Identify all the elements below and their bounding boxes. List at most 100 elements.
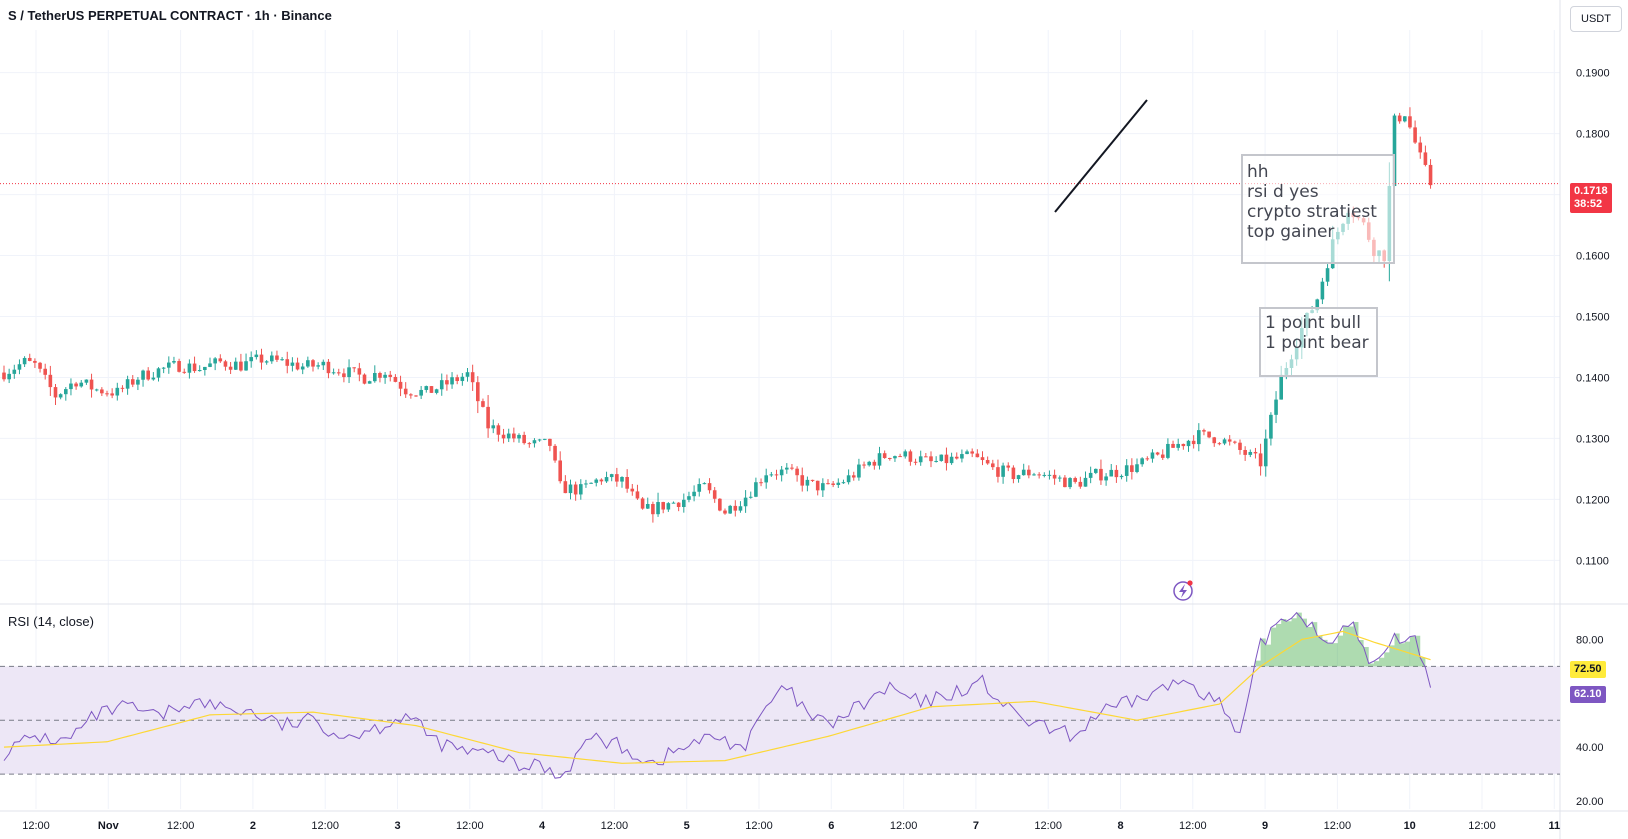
candle-body	[275, 355, 279, 360]
candle-body	[671, 502, 676, 504]
candle-body	[53, 387, 58, 398]
candle-body	[599, 479, 604, 482]
price-tick-label: 0.1900	[1576, 68, 1610, 80]
candle-body	[115, 387, 120, 396]
rsi-ma-tag: 72.50	[1570, 661, 1606, 678]
time-tick-label: 12:00	[601, 820, 629, 832]
candle-body	[826, 483, 830, 485]
candle-body	[785, 467, 789, 470]
candle-body	[1202, 430, 1206, 432]
note-box-points[interactable]: 1 point bull 1 point bear	[1259, 307, 1378, 377]
candle-body	[110, 393, 114, 396]
current-price-tag: 0.1718 38:52	[1570, 183, 1612, 213]
candle-body	[1176, 443, 1180, 448]
candle-body	[728, 505, 732, 514]
candle-body	[1016, 475, 1021, 480]
rsi-indicator-label[interactable]: RSI (14, close)	[8, 614, 94, 629]
time-tick-label: 7	[973, 820, 979, 832]
candle-body	[1258, 453, 1263, 467]
note-line: hh	[1247, 162, 1269, 182]
candle-body	[1325, 268, 1330, 282]
candle-body	[589, 482, 593, 484]
candle-body	[800, 475, 805, 486]
candle-body	[1392, 115, 1397, 187]
rsi-ma-line	[3, 630, 1431, 764]
price-tick-label: 0.1300	[1576, 433, 1610, 445]
candle-body	[738, 506, 743, 511]
candle-body	[635, 491, 640, 499]
candle-body	[352, 367, 356, 369]
candle-body	[913, 461, 918, 463]
time-tick-label: 12:00	[890, 820, 918, 832]
candle-body	[187, 363, 192, 373]
candle-body	[481, 401, 485, 407]
rsi-band	[0, 665, 1560, 775]
candle-body	[1073, 478, 1077, 482]
candle-body	[218, 358, 223, 362]
candle-body	[934, 460, 938, 462]
candle-body	[1088, 472, 1093, 478]
candle-body	[450, 377, 454, 385]
candle-body	[244, 361, 248, 371]
price-tick-label: 0.1500	[1576, 312, 1610, 324]
candle-body	[1217, 443, 1222, 445]
candle-body	[810, 479, 815, 481]
candle-body	[898, 456, 902, 458]
candle-body	[944, 454, 949, 464]
time-tick-label: 12:00	[1324, 820, 1352, 832]
candle-body	[254, 354, 259, 358]
candle-body	[409, 394, 413, 396]
note-line: crypto stratiest	[1247, 202, 1377, 222]
candle-body	[100, 389, 104, 394]
candle-body	[872, 461, 877, 466]
candle-body	[584, 483, 588, 485]
currency-selector[interactable]: USDT	[1570, 6, 1622, 32]
candle-body	[537, 439, 542, 441]
time-tick-label: 12:00	[745, 820, 773, 832]
candle-body	[1119, 475, 1124, 478]
candle-body	[893, 456, 897, 459]
candle-body	[1279, 374, 1283, 400]
candle-body	[754, 482, 758, 497]
candle-body	[43, 368, 47, 375]
price-tick-label: 0.1200	[1576, 494, 1610, 506]
candle-body	[815, 480, 820, 491]
drawings[interactable]	[1054, 99, 1193, 601]
candle-body	[615, 474, 619, 482]
candle-body	[645, 504, 650, 509]
candle-body	[429, 386, 434, 393]
candle-body	[929, 456, 933, 462]
candle-body	[208, 363, 212, 367]
time-tick-label: 12:00	[1468, 820, 1496, 832]
candle-body	[1099, 468, 1103, 481]
symbol-title[interactable]: S / TetherUS PERPETUAL CONTRACT · 1h · B…	[8, 8, 332, 23]
price-tick-label: 0.1400	[1576, 372, 1610, 384]
candle-body	[1212, 437, 1217, 444]
candle-body	[651, 504, 655, 515]
candle-body	[676, 502, 681, 508]
candle-body	[17, 364, 22, 370]
candle-body	[501, 434, 506, 439]
candle-body	[1186, 440, 1191, 447]
candle-body	[1320, 281, 1325, 300]
candle-body	[743, 497, 748, 507]
note-box-hh[interactable]: hh rsi d yes crypto stratiest top gainer	[1241, 154, 1395, 264]
candle-body	[1155, 452, 1160, 455]
candle-body	[455, 377, 459, 382]
candle-body	[821, 483, 825, 491]
candle-body	[656, 502, 660, 515]
candle-body	[697, 484, 702, 492]
candle-body	[718, 498, 722, 511]
candle-body	[280, 359, 284, 361]
candle-body	[522, 434, 526, 444]
time-tick-label: 12:00	[22, 820, 50, 832]
candle-body	[527, 443, 532, 445]
candle-body	[579, 484, 583, 495]
candle-body	[1052, 474, 1057, 479]
candle-body	[249, 357, 253, 362]
candle-body	[1006, 465, 1011, 468]
candle-body	[712, 490, 717, 499]
candle-body	[1130, 465, 1134, 472]
candle-body	[857, 464, 861, 478]
